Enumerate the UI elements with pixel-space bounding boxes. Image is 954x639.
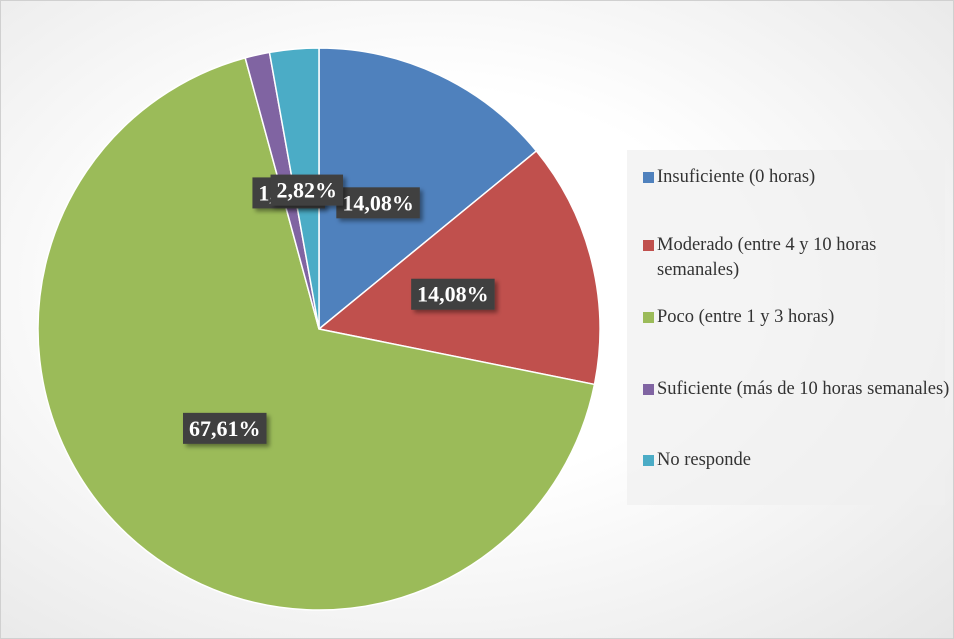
data-label: 14,08% <box>342 190 414 215</box>
legend-entry: No responde <box>643 448 954 473</box>
data-label: 67,61% <box>189 416 261 441</box>
legend-label: Insuficiente (0 horas) <box>657 167 816 187</box>
data-label-box <box>336 187 420 219</box>
legend-swatch <box>643 384 654 395</box>
legend-entry: Moderado (entre 4 y 10 horas semanales) <box>643 233 954 283</box>
legend-label: Moderado (entre 4 y 10 horas semanales) <box>657 235 877 280</box>
legend-entry: Poco (entre 1 y 3 horas) <box>643 305 954 330</box>
legend-entry: Suficiente (más de 10 horas semanales) <box>643 377 954 402</box>
pie-slice <box>318 47 538 331</box>
data-label-group: 14,08% <box>336 187 420 219</box>
legend-label: Poco (entre 1 y 3 horas) <box>657 307 835 327</box>
data-label: 14,08% <box>417 282 489 307</box>
legend-label: No responde <box>657 450 752 470</box>
pie-slice <box>37 56 596 611</box>
legend-swatch <box>643 240 654 251</box>
legend-label: Suficiente (más de 10 horas semanales) <box>657 379 950 399</box>
data-label-group: 2,82% <box>270 174 344 206</box>
data-label: 2,82% <box>277 178 338 203</box>
data-label-group: 67,61% <box>183 412 267 444</box>
legend-swatch <box>643 455 654 466</box>
data-label-box <box>183 412 267 444</box>
data-label-box <box>270 174 344 206</box>
legend-swatch <box>643 172 654 183</box>
data-label-group: 14,08% <box>411 278 495 310</box>
pie-slice <box>317 149 601 386</box>
legend-entry: Insuficiente (0 horas) <box>643 165 954 190</box>
legend: Insuficiente (0 horas) Moderado (entre 4 … <box>627 150 949 505</box>
data-label-box <box>411 278 495 310</box>
legend-swatch <box>643 312 654 323</box>
